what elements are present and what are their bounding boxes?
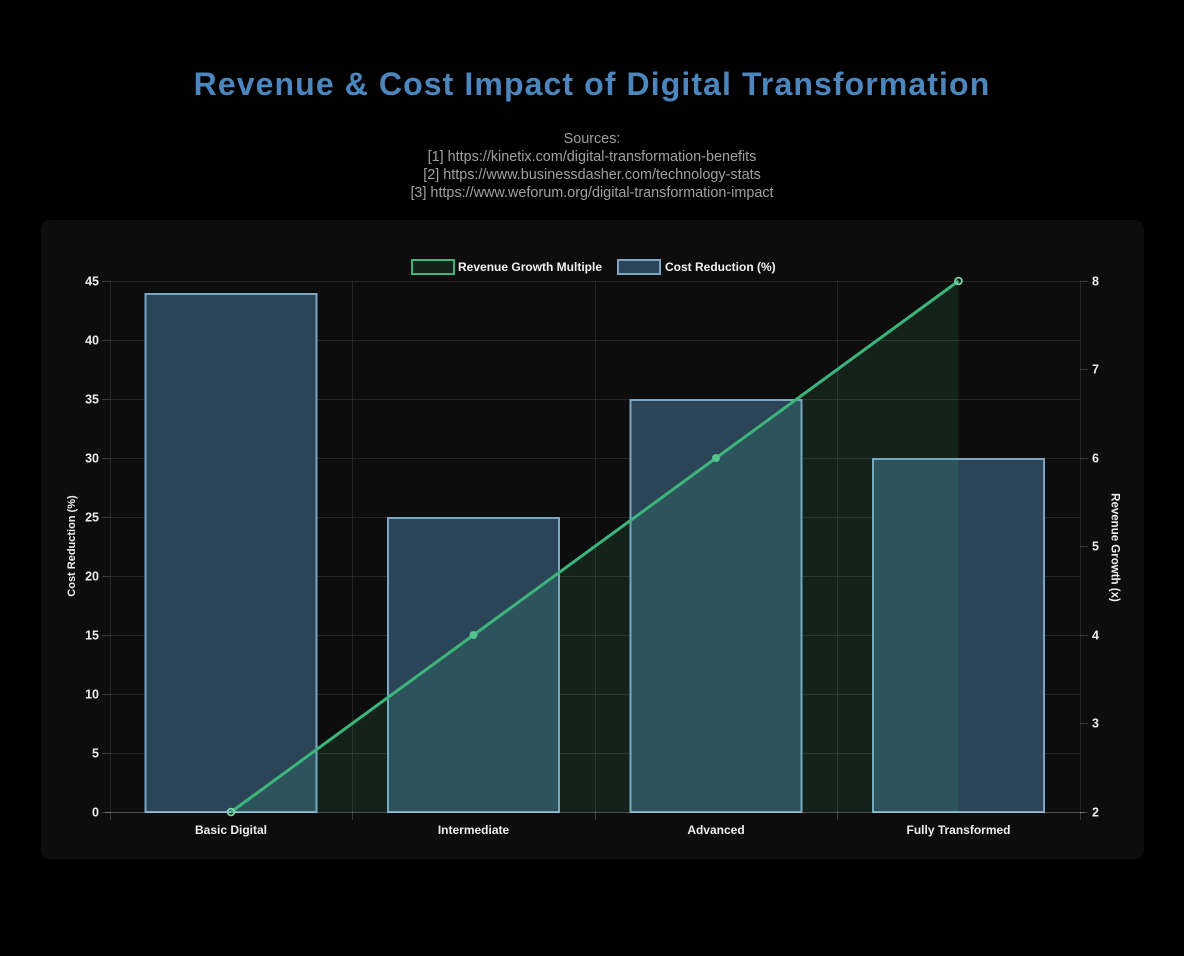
svg-text:0: 0: [92, 806, 99, 820]
svg-text:Fully Transformed: Fully Transformed: [906, 823, 1010, 837]
svg-text:45: 45: [85, 275, 99, 289]
svg-text:Revenue Growth Multiple: Revenue Growth Multiple: [458, 260, 602, 274]
svg-text:3: 3: [1092, 717, 1099, 731]
svg-text:Cost Reduction (%): Cost Reduction (%): [665, 260, 776, 274]
svg-text:4: 4: [1092, 629, 1099, 643]
svg-text:40: 40: [85, 334, 99, 348]
svg-text:10: 10: [85, 688, 99, 702]
svg-text:30: 30: [85, 452, 99, 466]
svg-text:25: 25: [85, 511, 99, 525]
svg-text:5: 5: [92, 747, 99, 761]
svg-text:35: 35: [85, 393, 99, 407]
svg-text:Cost Reduction (%): Cost Reduction (%): [66, 495, 78, 597]
svg-text:15: 15: [85, 629, 99, 643]
svg-text:Basic Digital: Basic Digital: [195, 823, 267, 837]
svg-text:Revenue Growth (x): Revenue Growth (x): [1109, 493, 1121, 602]
svg-text:5: 5: [1092, 540, 1099, 554]
svg-text:20: 20: [85, 570, 99, 584]
svg-text:Advanced: Advanced: [687, 823, 744, 837]
svg-text:6: 6: [1092, 452, 1099, 466]
svg-text:8: 8: [1092, 275, 1099, 289]
svg-text:7: 7: [1092, 363, 1099, 377]
svg-text:Intermediate: Intermediate: [438, 823, 510, 837]
svg-text:2: 2: [1092, 806, 1099, 820]
